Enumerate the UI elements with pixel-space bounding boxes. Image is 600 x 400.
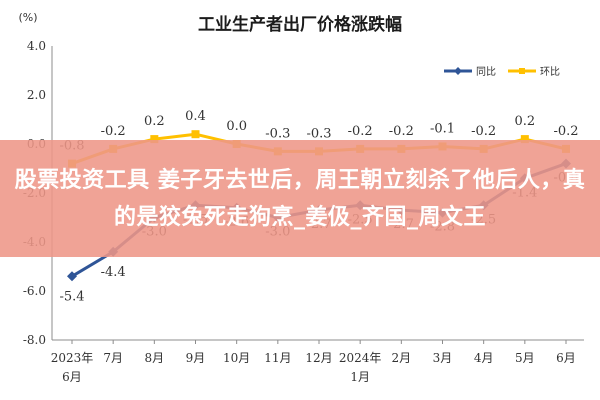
mom-data-label: 0.4 (185, 109, 206, 124)
y-tick-label: 4.0 (27, 39, 46, 53)
x-tick-label: 10月 (223, 351, 250, 365)
x-tick-label: 4月 (474, 351, 494, 365)
x-tick-label: 12月 (305, 351, 332, 365)
legend-marker (519, 68, 525, 74)
x-tick-labels: 2023年 6月 7月 8月 9月 10月 11月 12月 2024年 1月 2月 3月 4月 5月 6月 (51, 340, 576, 384)
mom-point (150, 135, 159, 144)
headline-banner[interactable]: 股票投资工具 姜子牙去世后，周王朝立刻杀了他后人，真的是狡兔死走狗烹_姜伋_齐国… (0, 140, 600, 257)
x-tick-label: 8月 (145, 351, 165, 365)
legend-label: 同比 (476, 66, 496, 78)
mom-data-label: 0.2 (144, 114, 165, 129)
x-tick-label: 5月 (515, 351, 535, 365)
x-tick-label: 7月 (103, 351, 123, 365)
yoy-data-label: -5.4 (59, 289, 84, 304)
mom-data-label: 0.0 (226, 119, 247, 134)
x-tick-label: 2023年 (51, 351, 94, 365)
legend-marker (454, 67, 462, 75)
yoy-point (67, 271, 77, 282)
mom-data-label: -0.2 (101, 124, 126, 139)
mom-data-label: 0.2 (514, 114, 535, 129)
mom-data-label: -0.2 (389, 124, 414, 139)
mom-data-label: -0.2 (348, 124, 373, 139)
mom-data-label: -0.2 (471, 124, 496, 139)
chart-title: 工业生产者出厂价格涨跌幅 (198, 14, 402, 35)
y-tick-label: 2.0 (27, 88, 46, 102)
y-axis-unit: (%) (18, 11, 37, 24)
y-tick-label: -6.0 (23, 284, 46, 298)
yoy-data-label: -4.4 (101, 265, 126, 280)
y-tick-label: -8.0 (23, 333, 46, 347)
x-tick-label: 11月 (264, 351, 291, 365)
legend: 同比 环比 (444, 66, 560, 78)
mom-data-label: -0.3 (265, 126, 290, 141)
headline-text[interactable]: 股票投资工具 姜子牙去世后，周王朝立刻杀了他后人，真的是狡兔死走狗烹_姜伋_齐国… (14, 167, 586, 230)
mom-data-label: -0.2 (553, 124, 578, 139)
mom-data-label: -0.3 (306, 126, 331, 141)
x-tick-label-line2: 6月 (62, 370, 82, 384)
x-tick-label: 9月 (186, 351, 206, 365)
x-tick-label: 2月 (392, 351, 412, 365)
x-tick-label: 6月 (556, 351, 576, 365)
x-tick-label-line2: 1月 (350, 370, 370, 384)
mom-point (520, 135, 529, 144)
x-tick-label: 3月 (433, 351, 453, 365)
legend-label: 环比 (540, 66, 560, 78)
x-tick-label: 2024年 (339, 351, 382, 365)
mom-data-label: -0.1 (430, 121, 455, 136)
mom-point (191, 130, 200, 139)
